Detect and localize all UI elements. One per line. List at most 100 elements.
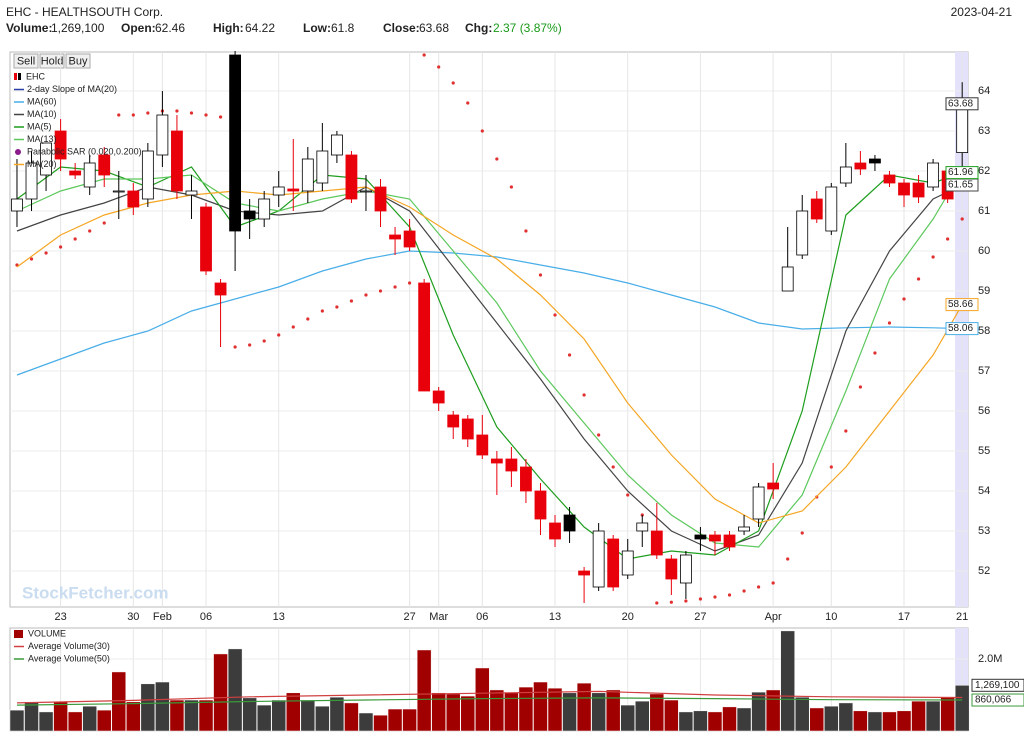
legend-label: MA(5) [27, 121, 52, 131]
candle-body [520, 466, 532, 492]
button-label[interactable]: Buy [69, 55, 88, 67]
sar-dot [567, 353, 572, 357]
candle-body [25, 162, 38, 200]
x-tick-label: 21 [956, 611, 968, 623]
watermark: StockFetcher.com [22, 583, 168, 602]
y-tick-label: 57 [978, 365, 990, 377]
y-tick-label: 54 [978, 485, 990, 497]
legend-label: Parabolic SAR (0.020,0.200) [27, 146, 142, 156]
sar-dot [88, 229, 92, 233]
sar-dot [582, 393, 586, 397]
volume-bar [329, 696, 345, 732]
sar-dot [262, 339, 266, 343]
sar-dot [146, 111, 150, 115]
legend-label: VOLUME [28, 628, 66, 638]
volume-bar [271, 699, 286, 732]
field-value: 63.68 [419, 21, 449, 35]
legend-label: 2-day Slope of MA(20) [27, 84, 117, 94]
volume-bar [649, 693, 665, 732]
button-label[interactable]: Sell [17, 55, 35, 67]
volume-bar [925, 700, 941, 732]
volume-bar [82, 705, 97, 732]
legend-label: EHC [26, 71, 46, 81]
button[interactable] [39, 53, 65, 69]
sar-dot [757, 585, 761, 589]
candle-body [679, 554, 692, 584]
sar-dot [437, 65, 441, 69]
volume-bar [475, 667, 490, 732]
sar-dot [393, 285, 397, 289]
sar-dot [291, 325, 295, 329]
candle-body [476, 434, 489, 456]
sar-dot [408, 281, 412, 285]
candle-body [752, 486, 765, 520]
y-tick-label: 53 [978, 525, 990, 537]
sar-dot [117, 113, 121, 117]
x-tick-label: 13 [549, 611, 561, 623]
sar-dot [378, 289, 383, 293]
volume-bar [678, 711, 694, 732]
sar-dot [422, 53, 426, 57]
x-tick-label: 10 [825, 611, 837, 623]
legend-label: MA(60) [27, 96, 57, 106]
x-tick-label: 27 [694, 611, 706, 623]
x-tick-label: 20 [622, 611, 634, 623]
candle-body [883, 174, 896, 184]
value-tag-label: 61.96 [948, 167, 973, 178]
volume-bar [707, 711, 723, 732]
sar-dot [364, 293, 368, 297]
volume-bar [518, 686, 534, 732]
candle-body [11, 198, 23, 212]
volume-bar [765, 689, 781, 732]
candle-body [330, 134, 343, 156]
line [16, 690, 963, 704]
sar-dot [669, 600, 673, 604]
grid [10, 52, 968, 731]
y-tick-label: 56 [978, 405, 990, 417]
value-tag [971, 678, 1024, 692]
value-tag-label: 860,066 [975, 695, 1012, 706]
sar-dot [466, 101, 470, 105]
symbol-title: EHC - HEALTHSOUTH Corp. [6, 5, 163, 19]
candle-body [83, 162, 96, 188]
sar-dot [887, 321, 892, 325]
sar-dot [902, 297, 906, 301]
volume-bar [722, 706, 737, 732]
candle-body [389, 234, 401, 240]
sar-dot [946, 237, 950, 241]
volume-bar [751, 691, 766, 732]
legend-icon [18, 73, 21, 80]
field-value: 61.8 [331, 21, 355, 35]
candle-body [229, 54, 242, 232]
field-label: High: [213, 21, 244, 35]
sar-dot [204, 113, 208, 117]
candle-body [156, 114, 169, 156]
volume-bar [867, 711, 883, 732]
sar-dot [713, 595, 717, 599]
volume-bar [169, 699, 185, 732]
volume-bar [402, 708, 417, 732]
volume-bar [780, 630, 795, 732]
value-tag-label: 63.68 [948, 98, 973, 109]
x-tick-label: Mar [429, 611, 448, 623]
field-label: Low: [303, 21, 331, 35]
sar-dot [175, 109, 179, 113]
y-tick-label: 2.0M [978, 653, 1002, 665]
button[interactable] [13, 53, 39, 69]
candle-body [898, 182, 910, 196]
sar-dot [480, 129, 484, 133]
button-label[interactable]: Hold [41, 55, 64, 67]
x-tick-label: 27 [403, 611, 415, 623]
legend-label: MA(10) [27, 109, 57, 119]
candle-body [98, 154, 111, 176]
button[interactable] [65, 53, 91, 69]
candle-body [272, 186, 285, 196]
candle-body [927, 162, 940, 188]
volume-bar [824, 705, 839, 732]
value-tag-label: 61.65 [948, 180, 973, 191]
volume-bar [373, 714, 388, 732]
volume-bar [547, 687, 563, 732]
sar-dot [59, 245, 63, 249]
volume-bar [794, 696, 810, 732]
volume-bar [300, 699, 316, 732]
